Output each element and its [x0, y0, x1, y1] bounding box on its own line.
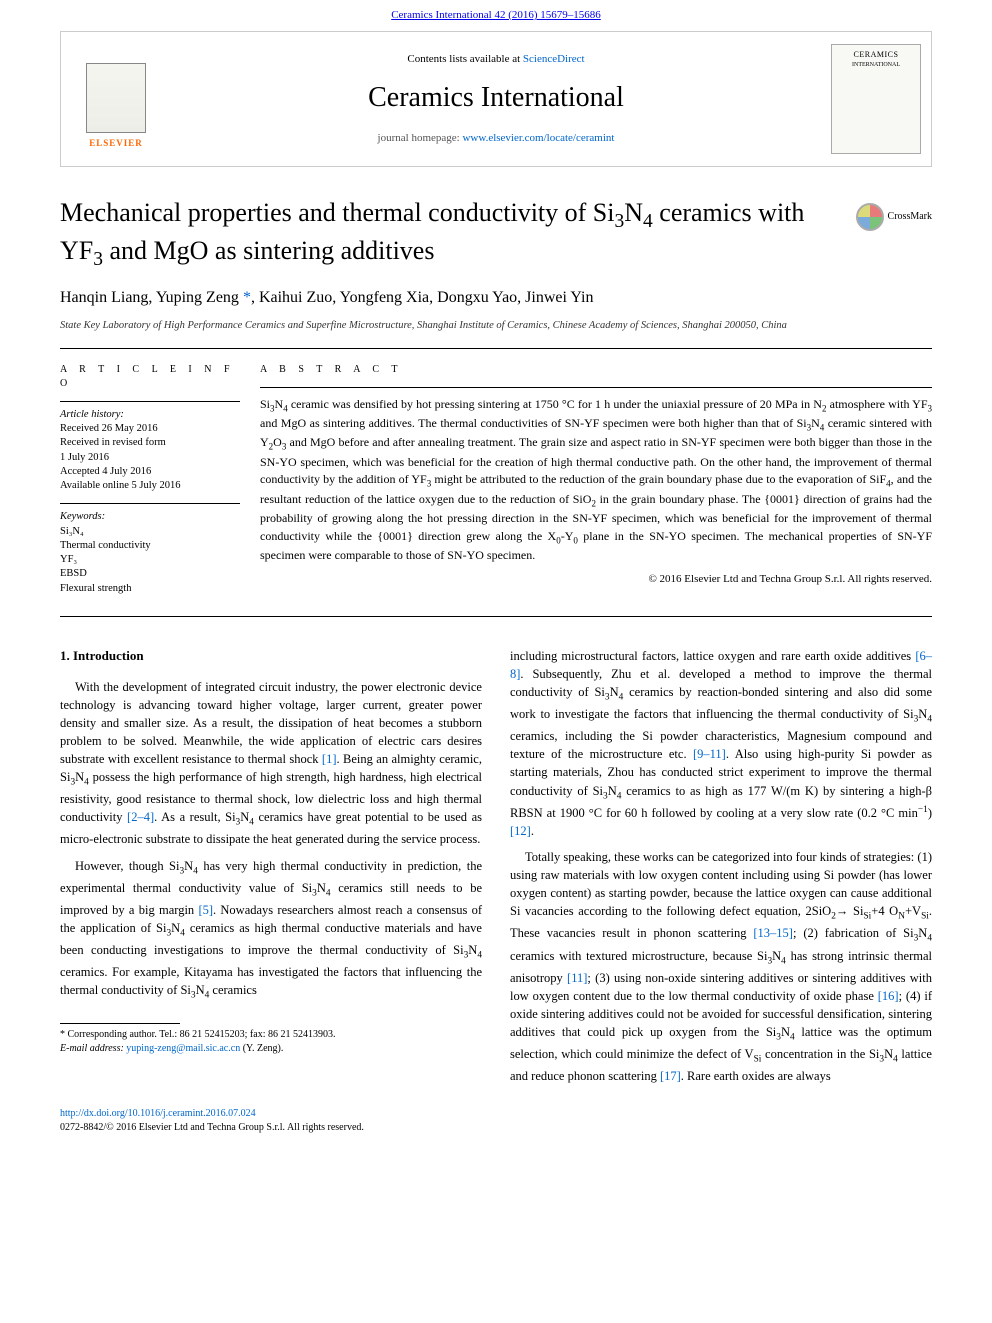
- info-abstract-row: A R T I C L E I N F O Article history: R…: [60, 363, 932, 606]
- history-line: Accepted 4 July 2016: [60, 465, 240, 479]
- elsevier-wordmark: ELSEVIER: [89, 137, 143, 150]
- abstract-heading: A B S T R A C T: [260, 363, 932, 377]
- keyword-line: Si₃N₄: [60, 525, 240, 539]
- body-paragraph: Totally speaking, these works can be cat…: [510, 848, 932, 1085]
- journal-homepage-line: journal homepage: www.elsevier.com/locat…: [161, 131, 831, 146]
- homepage-link[interactable]: www.elsevier.com/locate/ceramint: [462, 132, 614, 144]
- info-divider-1: [60, 401, 240, 402]
- email-footnote: E-mail address: yuping-zeng@mail.sic.ac.…: [60, 1042, 482, 1056]
- homepage-prefix: journal homepage:: [378, 132, 463, 144]
- abstract-column: A B S T R A C T Si3N4 ceramic was densif…: [260, 363, 932, 606]
- cover-sub: INTERNATIONAL: [832, 61, 920, 69]
- crossmark-icon: [856, 203, 884, 231]
- history-line: Received in revised form: [60, 436, 240, 450]
- citation-link[interactable]: Ceramics International 42 (2016) 15679–1…: [391, 9, 601, 21]
- header-center: Contents lists available at ScienceDirec…: [161, 52, 831, 146]
- article-title: Mechanical properties and thermal conduc…: [60, 197, 932, 272]
- corresponding-author-footnote: * Corresponding author. Tel.: 86 21 5241…: [60, 1028, 482, 1042]
- section-heading-intro: 1. Introduction: [60, 647, 482, 666]
- info-divider-2: [60, 503, 240, 504]
- keyword-line: YF₃: [60, 553, 240, 567]
- history-label: Article history:: [60, 408, 240, 423]
- issn-copyright-line: 0272-8842/© 2016 Elsevier Ltd and Techna…: [60, 1121, 932, 1135]
- crossmark-label: CrossMark: [888, 210, 932, 224]
- crossmark-badge[interactable]: CrossMark: [856, 203, 932, 231]
- keyword-line: Thermal conductivity: [60, 539, 240, 553]
- column-right: including microstructural factors, latti…: [510, 647, 932, 1094]
- doi-link[interactable]: http://dx.doi.org/10.1016/j.ceramint.201…: [60, 1108, 256, 1119]
- keywords-label: Keywords:: [60, 510, 240, 525]
- article-info-column: A R T I C L E I N F O Article history: R…: [60, 363, 260, 606]
- affiliation: State Key Laboratory of High Performance…: [60, 319, 932, 334]
- cover-title: CERAMICS: [832, 49, 920, 60]
- history-line: Received 26 May 2016: [60, 422, 240, 436]
- keyword-line: Flexural strength: [60, 582, 240, 596]
- journal-header-box: ELSEVIER Contents lists available at Sci…: [60, 31, 932, 167]
- article-history-block: Article history: Received 26 May 2016Rec…: [60, 408, 240, 494]
- abstract-divider: [260, 387, 932, 388]
- body-paragraph: However, though Si3N4 has very high ther…: [60, 857, 482, 1004]
- elsevier-tree-icon: [86, 63, 146, 133]
- abstract-copyright: © 2016 Elsevier Ltd and Techna Group S.r…: [260, 572, 932, 587]
- divider-bottom: [60, 616, 932, 617]
- abstract-text: Si3N4 ceramic was densified by hot press…: [260, 396, 932, 565]
- body-paragraph: including microstructural factors, latti…: [510, 647, 932, 840]
- article-header: CrossMark Mechanical properties and ther…: [60, 197, 932, 333]
- elsevier-logo: ELSEVIER: [71, 49, 161, 149]
- body-columns: 1. Introduction With the development of …: [60, 647, 932, 1094]
- article-info-heading: A R T I C L E I N F O: [60, 363, 240, 391]
- running-header: Ceramics International 42 (2016) 15679–1…: [0, 0, 992, 27]
- body-paragraph: With the development of integrated circu…: [60, 678, 482, 849]
- journal-cover-thumbnail: CERAMICS INTERNATIONAL: [831, 44, 921, 154]
- email-link[interactable]: yuping-zeng@mail.sic.ac.cn: [126, 1043, 240, 1054]
- contents-prefix: Contents lists available at: [407, 53, 522, 65]
- sciencedirect-link[interactable]: ScienceDirect: [523, 53, 585, 65]
- divider-top: [60, 348, 932, 349]
- keyword-line: EBSD: [60, 567, 240, 581]
- authors-line: Hanqin Liang, Yuping Zeng *, Kaihui Zuo,…: [60, 287, 932, 309]
- page-footer: http://dx.doi.org/10.1016/j.ceramint.201…: [60, 1107, 932, 1135]
- contents-available-line: Contents lists available at ScienceDirec…: [161, 52, 831, 67]
- column-left: 1. Introduction With the development of …: [60, 647, 482, 1094]
- email-who: (Y. Zeng).: [243, 1043, 284, 1054]
- email-label: E-mail address:: [60, 1043, 124, 1054]
- footnote-separator: [60, 1023, 180, 1024]
- history-line: 1 July 2016: [60, 451, 240, 465]
- journal-name: Ceramics International: [161, 78, 831, 117]
- keywords-block: Keywords: Si₃N₄Thermal conductivityYF₃EB…: [60, 510, 240, 596]
- history-line: Available online 5 July 2016: [60, 479, 240, 493]
